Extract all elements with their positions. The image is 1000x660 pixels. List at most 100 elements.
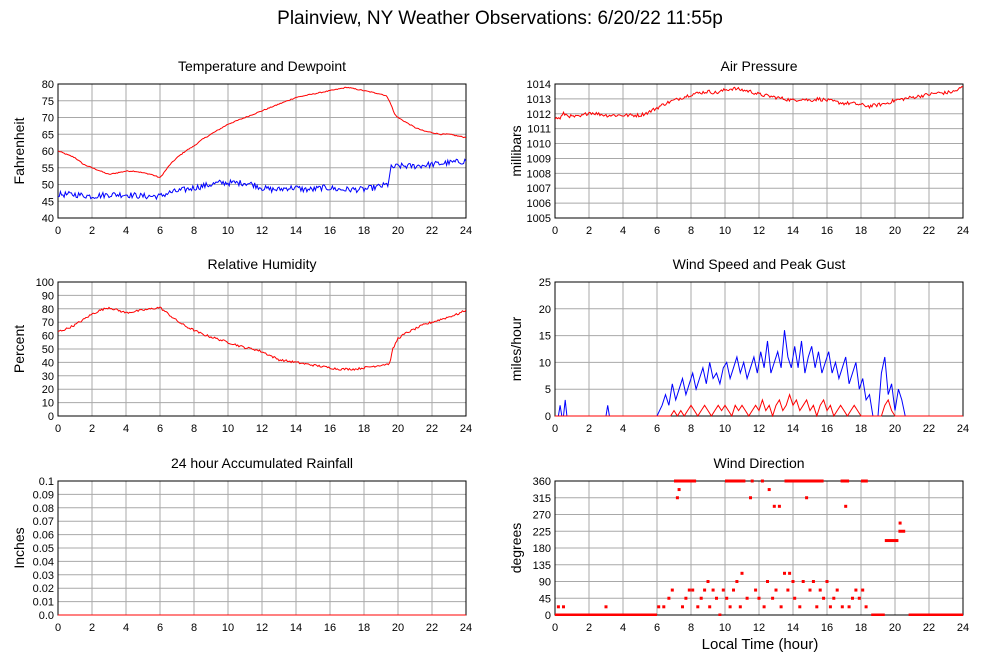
- x-tick-label: 6: [157, 622, 163, 634]
- x-tick-label: 2: [89, 423, 95, 435]
- x-tick-label: 14: [787, 622, 799, 634]
- x-tick-label: 20: [889, 622, 901, 634]
- y-tick-label: 55: [42, 163, 54, 175]
- x-tick-label: 0: [55, 622, 61, 634]
- x-tick-label: 2: [586, 423, 592, 435]
- x-tick-label: 24: [957, 225, 969, 237]
- x-tick-label: 20: [392, 225, 404, 237]
- y-tick-label: 270: [533, 510, 551, 522]
- data-point: [857, 596, 861, 600]
- x-tick-label: 16: [821, 622, 833, 634]
- y-tick-label: 0: [48, 411, 54, 423]
- data-point: [715, 596, 718, 600]
- data-point: [772, 504, 776, 508]
- data-point: [721, 588, 725, 592]
- data-point: [745, 596, 749, 600]
- y-tick-label: 1013: [527, 94, 551, 106]
- x-tick-label: 14: [290, 622, 302, 634]
- data-point: [801, 580, 805, 583]
- y-tick-label: 100: [36, 277, 54, 289]
- data-point: [711, 588, 715, 592]
- y-tick-label: 20: [539, 304, 551, 316]
- x-tick-label: 18: [855, 423, 867, 435]
- x-tick-label: 22: [426, 622, 438, 634]
- x-tick-label: 18: [855, 225, 867, 237]
- data-point: [805, 496, 809, 500]
- data-point: [749, 496, 752, 500]
- x-tick-label: 6: [654, 622, 660, 634]
- series-line-0: [555, 86, 963, 120]
- x-tick-label: 22: [426, 423, 438, 435]
- x-tick-label: 16: [821, 423, 833, 435]
- y-tick-label: 1014: [527, 79, 551, 91]
- x-tick-label: 12: [256, 622, 268, 634]
- data-point: [556, 605, 560, 609]
- chart-title: Wind Direction: [713, 455, 804, 471]
- data-point: [818, 588, 822, 592]
- y-tick-label: 0.1: [39, 476, 54, 488]
- y-tick-label: 0.0: [39, 610, 54, 622]
- y-tick-label: 1006: [527, 198, 551, 210]
- data-point: [822, 596, 826, 600]
- data-point: [766, 580, 769, 583]
- series-line-0: [58, 306, 466, 371]
- y-axis-label: Percent: [11, 325, 27, 373]
- y-tick-label: 135: [533, 560, 551, 572]
- data-point: [788, 571, 792, 575]
- y-tick-label: 70: [42, 113, 54, 125]
- chart-title: 24 hour Accumulated Rainfall: [171, 455, 353, 471]
- data-point: [808, 588, 812, 592]
- data-point: [691, 588, 695, 592]
- y-tick-label: 0.07: [33, 516, 54, 528]
- x-tick-label: 10: [222, 622, 234, 634]
- data-point: [847, 605, 851, 609]
- y-tick-label: 0.01: [33, 597, 54, 609]
- x-tick-label: 10: [222, 225, 234, 237]
- y-tick-label: 10: [42, 398, 54, 410]
- data-point: [562, 605, 565, 609]
- x-tick-label: 2: [89, 225, 95, 237]
- data-point: [767, 488, 771, 492]
- data-point: [604, 605, 608, 609]
- data-point: [791, 580, 795, 583]
- plot-frame: [57, 281, 467, 417]
- series-line-0: [58, 86, 466, 178]
- y-tick-label: 45: [539, 593, 551, 605]
- data-point: [699, 596, 703, 600]
- x-tick-label: 22: [923, 622, 935, 634]
- y-tick-label: 0: [545, 610, 551, 622]
- x-tick-label: 22: [923, 225, 935, 237]
- y-tick-label: 0: [545, 411, 551, 423]
- x-tick-label: 14: [787, 423, 799, 435]
- y-tick-label: 1008: [527, 168, 551, 180]
- data-point: [815, 605, 819, 609]
- x-tick-label: 16: [324, 225, 336, 237]
- data-point: [798, 605, 802, 609]
- y-tick-label: 1005: [527, 213, 551, 225]
- y-tick-label: 0.04: [33, 556, 54, 568]
- x-tick-label: 14: [787, 225, 799, 237]
- x-tick-label: 20: [889, 423, 901, 435]
- x-tick-label: 24: [957, 622, 969, 634]
- data-point: [777, 504, 781, 508]
- y-tick-label: 40: [42, 357, 54, 369]
- x-tick-label: 0: [552, 622, 558, 634]
- plot-frame: [554, 480, 964, 616]
- data-point: [832, 596, 836, 600]
- x-tick-label: 18: [358, 225, 370, 237]
- data-point: [735, 580, 739, 583]
- x-tick-label: 20: [392, 423, 404, 435]
- x-tick-label: 18: [358, 622, 370, 634]
- y-tick-label: 25: [539, 277, 551, 289]
- series-0: [555, 479, 963, 616]
- x-axis-title: Local Time (hour): [701, 636, 819, 653]
- y-tick-label: 20: [42, 384, 54, 396]
- data-point: [757, 596, 761, 600]
- x-tick-label: 14: [290, 225, 302, 237]
- y-tick-label: 180: [533, 543, 551, 555]
- y-tick-label: 0.03: [33, 570, 54, 582]
